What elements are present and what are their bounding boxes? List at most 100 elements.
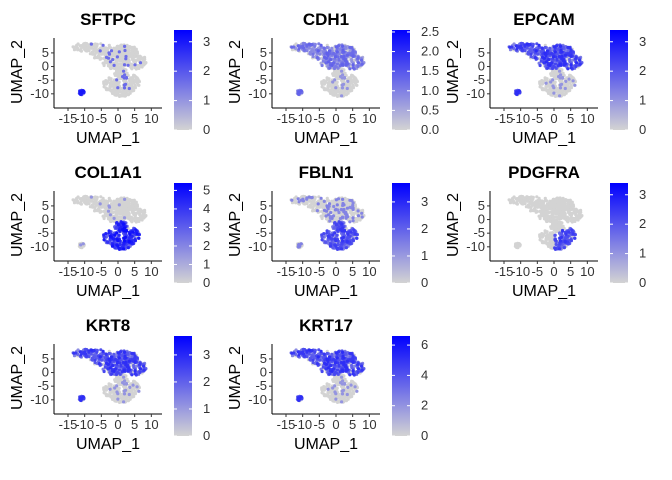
- cell-point: [117, 80, 121, 84]
- cell-point: [334, 198, 338, 202]
- cell-point: [578, 214, 582, 218]
- cell-point: [341, 197, 345, 201]
- cell-point: [108, 46, 113, 50]
- cell-point: [98, 202, 102, 206]
- cell-point: [115, 231, 119, 235]
- cell-point: [553, 233, 557, 237]
- cell-point: [538, 238, 542, 242]
- cell-point: [128, 46, 132, 50]
- cell-point: [308, 52, 312, 56]
- cell-point: [329, 58, 333, 62]
- cell-point: [116, 223, 120, 227]
- cell-point: [335, 62, 339, 66]
- cell-point: [340, 69, 344, 73]
- cell-point: [133, 238, 137, 242]
- cell-point: [525, 199, 529, 203]
- cell-point: [93, 52, 97, 56]
- x-tick-label: 0: [114, 264, 121, 279]
- cell-point: [555, 196, 559, 200]
- cell-point: [320, 82, 324, 86]
- cell-point: [526, 205, 530, 209]
- cell-point: [297, 90, 301, 94]
- cell-point: [299, 242, 303, 246]
- cell-point: [561, 76, 565, 80]
- legend-colorbar: [174, 183, 192, 283]
- cell-point: [85, 195, 89, 199]
- x-tick-label: 5: [349, 111, 356, 126]
- cell-point: [330, 46, 334, 50]
- cell-point: [563, 86, 567, 91]
- cell-point: [543, 45, 547, 50]
- cell-point: [360, 215, 364, 219]
- legend-tick-label: 0: [639, 275, 646, 290]
- cell-point: [542, 88, 546, 92]
- scatter-points: [507, 41, 584, 98]
- cell-point: [346, 84, 351, 88]
- cell-point: [135, 204, 140, 208]
- cell-point: [290, 45, 294, 49]
- cell-point: [89, 42, 93, 46]
- cell-point: [350, 59, 354, 64]
- x-tick-label: -10: [75, 111, 94, 126]
- cell-point: [75, 45, 79, 49]
- cell-point: [87, 44, 91, 48]
- cell-point: [347, 88, 352, 92]
- cell-point: [120, 92, 124, 97]
- cell-point: [98, 210, 102, 214]
- scatter-points: [289, 194, 366, 251]
- cell-point: [104, 206, 108, 210]
- cell-point: [344, 216, 348, 220]
- cell-point: [334, 239, 338, 243]
- cell-point: [345, 206, 349, 210]
- cell-point: [342, 82, 346, 86]
- cell-point: [558, 201, 562, 205]
- cell-point: [131, 48, 135, 52]
- cell-point: [335, 228, 340, 233]
- cell-point: [122, 83, 126, 87]
- cell-point: [330, 63, 334, 67]
- cell-point: [562, 63, 566, 67]
- cell-point: [571, 204, 576, 208]
- cell-point: [324, 56, 329, 60]
- cell-point: [542, 211, 546, 215]
- legend-tick-label: 2: [203, 63, 210, 78]
- cell-point: [538, 82, 542, 86]
- cell-point: [578, 62, 582, 66]
- cell-point: [564, 215, 568, 219]
- cell-point: [296, 197, 300, 201]
- y-axis-label: UMAP_2: [9, 193, 26, 257]
- cell-point: [122, 201, 126, 205]
- cell-point: [334, 93, 339, 97]
- cell-point: [333, 208, 337, 212]
- x-tick-label: 10: [362, 111, 376, 126]
- cell-point: [572, 211, 576, 215]
- cell-point: [326, 213, 330, 217]
- cell-point: [554, 77, 558, 81]
- cell-point: [564, 205, 568, 209]
- cell-point: [334, 244, 338, 248]
- x-tick-label: 10: [580, 264, 594, 279]
- cell-point: [559, 197, 563, 201]
- cell-point: [558, 236, 562, 240]
- cell-point: [118, 77, 122, 81]
- cell-point: [578, 211, 582, 215]
- legend-tick-label: 3: [421, 194, 428, 209]
- cell-point: [328, 66, 332, 70]
- cell-point: [112, 216, 116, 220]
- cell-point: [544, 219, 548, 223]
- cell-point: [142, 58, 146, 62]
- cell-point: [133, 54, 137, 58]
- cell-point: [559, 80, 563, 84]
- cell-point: [290, 198, 294, 202]
- cell-point: [132, 210, 136, 215]
- legend-tick-label: 1: [203, 93, 210, 108]
- cell-point: [331, 80, 335, 84]
- cell-point: [122, 63, 127, 67]
- x-tick-label: 5: [567, 264, 574, 279]
- panel-title: CDH1: [303, 10, 349, 29]
- y-axis-label: UMAP_2: [227, 40, 244, 104]
- cell-point: [114, 226, 118, 230]
- cell-point: [106, 240, 110, 244]
